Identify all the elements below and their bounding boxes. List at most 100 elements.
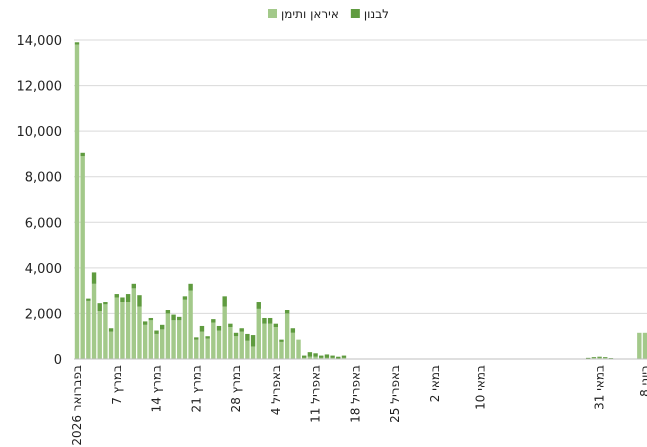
- bar-segment: [182, 296, 188, 300]
- bar-segment: [273, 323, 278, 328]
- bar-segment: [182, 299, 188, 359]
- x-tick-label: 10 במאי: [473, 365, 487, 410]
- bar-segment: [131, 288, 136, 359]
- bar-segment: [222, 296, 227, 307]
- bar-segment: [239, 331, 244, 359]
- bar-segment: [74, 42, 80, 45]
- bar-segment: [284, 310, 290, 314]
- bar-segment: [307, 352, 313, 357]
- bar-segment: [324, 357, 330, 359]
- bar-segment: [296, 339, 301, 359]
- bar-segment: [216, 330, 222, 359]
- x-tick-label: 28 במרץ: [229, 365, 243, 412]
- bar-segment: [228, 327, 233, 359]
- bar-segment: [177, 316, 182, 321]
- bar-segment: [250, 346, 256, 359]
- bar-segment: [642, 332, 647, 359]
- x-tick-label: 4 באפריל: [269, 365, 283, 415]
- bar-segment: [284, 313, 290, 359]
- bar-segment: [188, 290, 193, 359]
- y-tick-label: 14,000: [17, 34, 63, 49]
- legend-swatch: [350, 9, 360, 18]
- bar-segment: [194, 337, 199, 340]
- bar-segment: [313, 356, 318, 359]
- bar-segment: [603, 357, 608, 359]
- bar-segment: [148, 317, 154, 321]
- bar-segment: [245, 340, 250, 359]
- legend-swatch: [268, 9, 277, 18]
- y-tick-label: 12,000: [17, 80, 63, 95]
- bar-segment: [290, 332, 296, 359]
- bar-segment: [103, 302, 108, 305]
- bar-segment: [256, 308, 261, 359]
- y-tick-label: 2,000: [25, 307, 62, 322]
- bar-segment: [142, 324, 148, 359]
- bar-segment: [302, 355, 307, 358]
- bar-segment: [211, 322, 216, 359]
- bar-segment: [188, 283, 193, 291]
- bar-segment: [267, 317, 273, 324]
- bar-segment: [154, 330, 159, 334]
- y-tick-label: 6,000: [25, 216, 62, 231]
- bar-segment: [108, 331, 114, 359]
- bar-segment: [80, 156, 85, 359]
- bar-segment: [319, 357, 324, 359]
- bar-segment: [165, 313, 171, 359]
- x-tick-label: 14 במרץ: [150, 365, 164, 412]
- bar-segment: [341, 357, 347, 359]
- bar-segment: [597, 356, 602, 358]
- bar-segment: [256, 302, 261, 309]
- y-tick-label: 0: [54, 353, 62, 368]
- x-tick-label: 18 באפריל: [348, 365, 362, 423]
- x-tick-label: 7 במרץ: [110, 365, 124, 405]
- x-tick-label: 11 באפריל: [309, 365, 323, 423]
- bar-segment: [222, 306, 227, 359]
- bar-segment: [245, 333, 250, 341]
- bar-segment: [330, 355, 335, 358]
- bar-segment: [597, 357, 602, 359]
- bar-segment: [279, 339, 284, 342]
- bar-segment: [586, 357, 591, 359]
- x-tick-label: 21 במרץ: [189, 365, 203, 412]
- bar-segment: [114, 297, 119, 359]
- legend-label: לבנון: [364, 7, 389, 21]
- bar-segment: [279, 341, 284, 359]
- bar-segment: [307, 356, 313, 359]
- bar-segment: [250, 335, 256, 347]
- bar-segment: [239, 328, 244, 332]
- y-tick-label: 10,000: [17, 125, 63, 140]
- bar-segment: [336, 356, 341, 359]
- bar-segment: [262, 323, 267, 359]
- bar-segment: [591, 357, 597, 359]
- bar-segment: [637, 332, 642, 359]
- bar-segment: [148, 320, 154, 359]
- bar-segment: [154, 333, 159, 359]
- bar-segment: [211, 319, 216, 323]
- bar-segment: [137, 295, 142, 307]
- bar-segment: [160, 329, 165, 359]
- bar-segment: [125, 294, 131, 303]
- bar-segment: [91, 272, 97, 284]
- bar-segment: [341, 355, 347, 358]
- bar-segment: [120, 297, 125, 303]
- x-tick-label: 28 בפברואר 2026: [70, 365, 84, 447]
- bar-segment: [114, 294, 119, 298]
- bar-segment: [233, 336, 239, 359]
- x-tick-label: 31 במאי: [593, 365, 607, 410]
- bar-segment: [273, 327, 278, 359]
- y-tick-label: 8,000: [25, 171, 62, 186]
- bar-segment: [131, 283, 136, 289]
- bar-segment: [120, 302, 125, 359]
- bar-segment: [302, 357, 307, 359]
- bar-segment: [97, 303, 102, 312]
- bar-segment: [86, 300, 91, 359]
- bar-segment: [324, 354, 330, 358]
- bar-segment: [330, 357, 335, 359]
- bar-segment: [97, 311, 102, 359]
- bar-segment: [91, 283, 97, 359]
- bar-segment: [205, 336, 210, 339]
- bar-segment: [137, 306, 142, 359]
- bar-segment: [194, 339, 199, 359]
- bar-segment: [233, 332, 239, 337]
